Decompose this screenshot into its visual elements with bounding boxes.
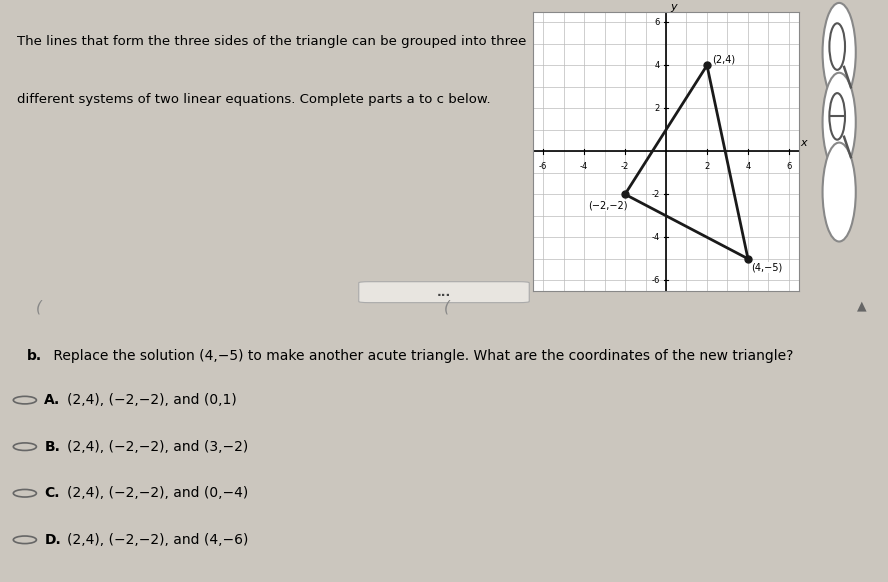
Text: (2,4), (−2,−2), and (0,−4): (2,4), (−2,−2), and (0,−4): [67, 486, 248, 501]
Text: (2,4), (−2,−2), and (3,−2): (2,4), (−2,−2), and (3,−2): [67, 439, 248, 454]
Circle shape: [822, 73, 856, 172]
Text: 4: 4: [654, 61, 660, 70]
Circle shape: [822, 143, 856, 242]
Text: 6: 6: [786, 162, 791, 171]
Text: D.: D.: [44, 533, 61, 547]
Text: b.: b.: [27, 349, 42, 363]
Text: -6: -6: [652, 276, 660, 285]
Text: (4,−5): (4,−5): [751, 262, 782, 272]
Circle shape: [822, 3, 856, 102]
Text: Replace the solution (4,−5) to make another acute triangle. What are the coordin: Replace the solution (4,−5) to make anot…: [49, 349, 793, 363]
Text: (2,4), (−2,−2), and (4,−6): (2,4), (−2,−2), and (4,−6): [67, 533, 248, 547]
Text: -2: -2: [621, 162, 629, 171]
Text: (−2,−2): (−2,−2): [588, 200, 628, 210]
Text: y: y: [670, 2, 677, 12]
Text: (2,4), (−2,−2), and (0,1): (2,4), (−2,−2), and (0,1): [67, 393, 236, 407]
Text: x: x: [800, 138, 806, 148]
Text: 2: 2: [654, 104, 660, 113]
Text: 4: 4: [745, 162, 750, 171]
Text: -2: -2: [652, 190, 660, 199]
Text: different systems of two linear equations. Complete parts a to c below.: different systems of two linear equation…: [17, 93, 490, 106]
Text: C.: C.: [44, 486, 59, 501]
Text: The lines that form the three sides of the triangle can be grouped into three: The lines that form the three sides of t…: [17, 35, 526, 48]
Text: -4: -4: [580, 162, 588, 171]
Text: (: (: [36, 300, 42, 315]
Text: 2: 2: [704, 162, 710, 171]
FancyBboxPatch shape: [359, 282, 529, 303]
Text: ▲: ▲: [857, 300, 866, 313]
Text: ...: ...: [437, 286, 451, 299]
Text: ↗: ↗: [832, 183, 846, 201]
Text: A.: A.: [44, 393, 60, 407]
Text: -6: -6: [539, 162, 547, 171]
Text: -4: -4: [652, 233, 660, 242]
Text: (2,4): (2,4): [712, 55, 735, 65]
Text: (: (: [444, 300, 450, 315]
Text: 6: 6: [654, 18, 660, 27]
Text: B.: B.: [44, 439, 60, 454]
